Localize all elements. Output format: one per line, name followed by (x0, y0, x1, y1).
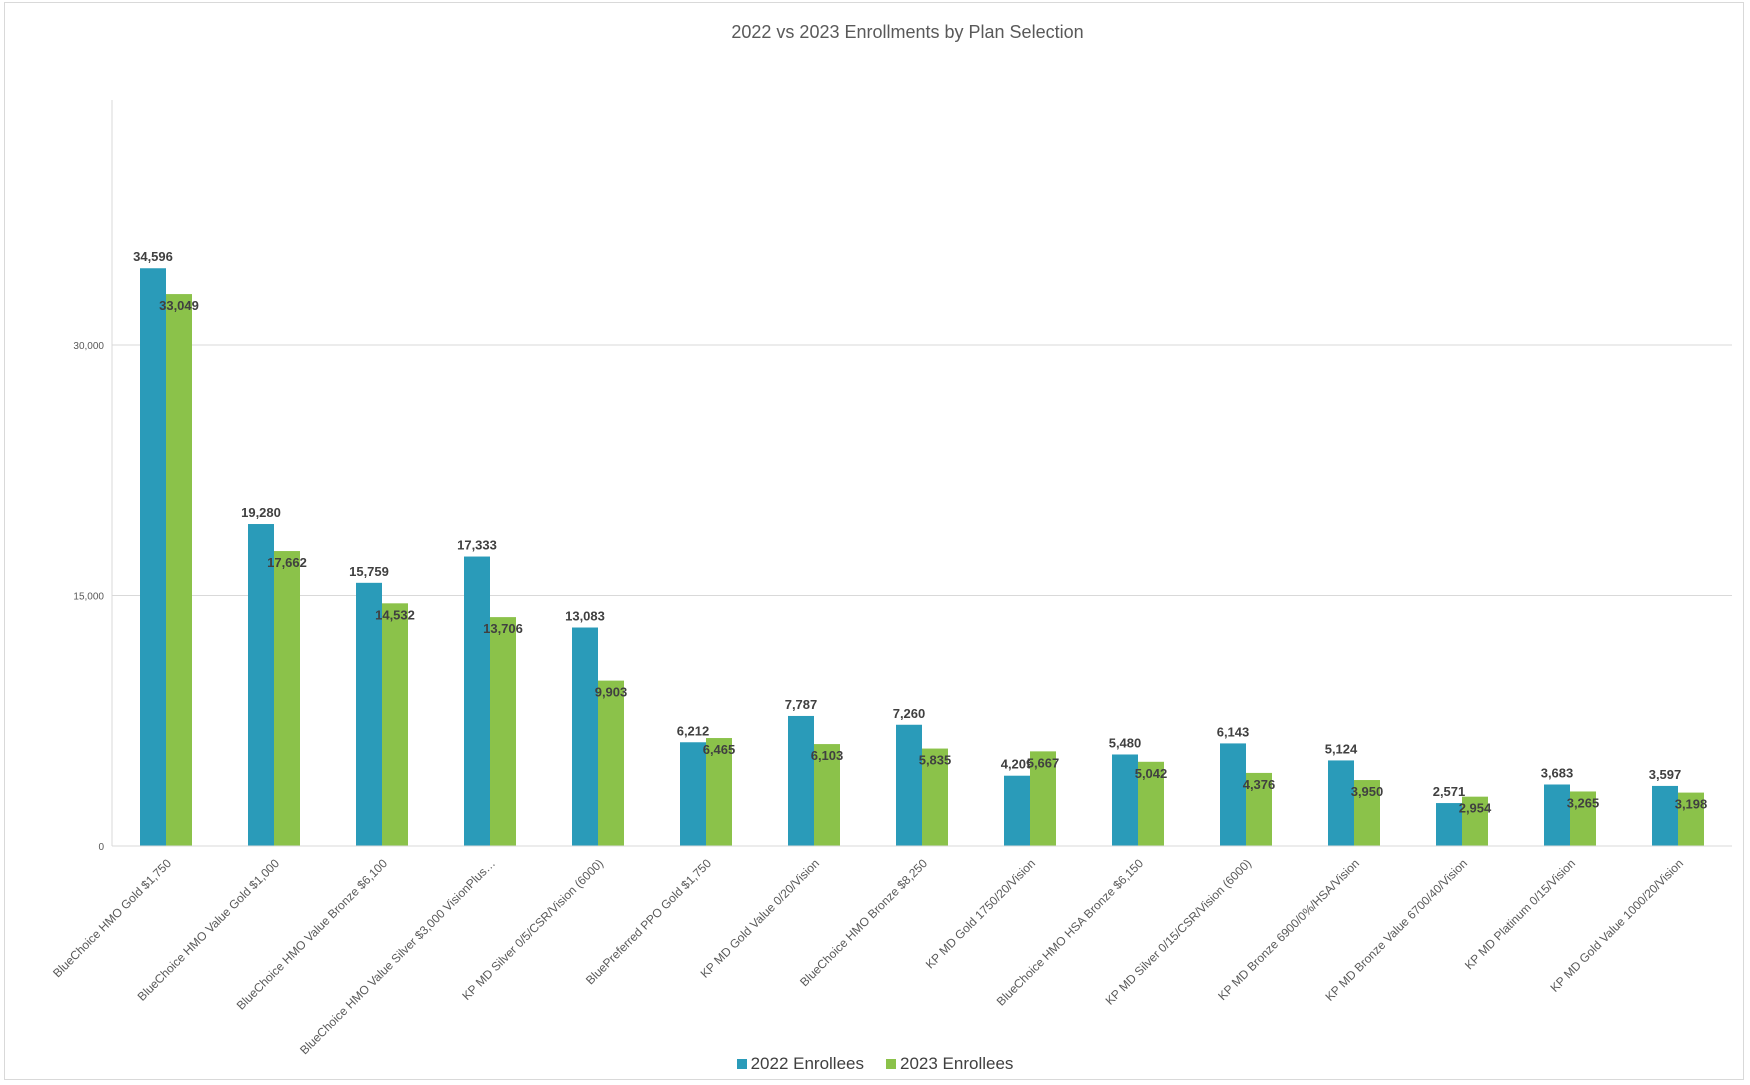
data-label-2022: 6,212 (677, 723, 710, 738)
bar-2022 (1544, 784, 1570, 846)
bar-2023 (1030, 751, 1056, 846)
data-label-2023: 3,950 (1351, 784, 1384, 799)
data-label-2022: 19,280 (241, 505, 281, 520)
x-tick-label: BlueChoice HMO Value Silver $3,000 Visio… (297, 856, 498, 1057)
bar-2022 (788, 715, 814, 846)
chart-title: 2022 vs 2023 Enrollments by Plan Selecti… (731, 22, 1084, 42)
data-label-2023: 5,835 (919, 753, 952, 768)
bar-2022 (1112, 754, 1138, 846)
x-tick-label: KP MD Gold Value 1000/20/Vision (1547, 856, 1686, 995)
bar-2023 (1678, 792, 1704, 846)
data-label-2022: 5,480 (1109, 735, 1142, 750)
data-label-2023: 3,265 (1567, 795, 1600, 810)
bar-2023 (274, 551, 300, 846)
x-tick-label: BlueChoice HMO Gold $1,750 (50, 856, 174, 980)
data-label-2023: 5,042 (1135, 766, 1168, 781)
bar-2023 (1570, 791, 1596, 846)
bar-2022 (1220, 743, 1246, 846)
data-label-2023: 13,706 (483, 621, 523, 636)
bar-2023 (382, 603, 408, 846)
legend-swatch-2022 (736, 1059, 747, 1069)
bar-2022 (1436, 803, 1462, 846)
bar-2022 (1328, 760, 1354, 846)
legend-swatch-2023 (886, 1059, 896, 1069)
data-label-2022: 3,683 (1541, 765, 1574, 780)
bar-2023 (166, 294, 192, 847)
x-tick-label: KP MD Platinum 0/15/Vision (1462, 856, 1578, 972)
y-tick-label: 30,000 (73, 341, 104, 352)
data-label-2022: 13,083 (565, 609, 605, 624)
data-label-2022: 17,333 (457, 538, 497, 553)
legend-label-2023: 2023 Enrollees (900, 1054, 1014, 1073)
bar-2022 (248, 524, 274, 846)
bar-2022 (140, 268, 166, 846)
bar-2023 (1138, 761, 1164, 846)
bar-2023 (1354, 780, 1380, 846)
data-label-2022: 7,787 (785, 697, 818, 712)
data-label-2023: 2,954 (1459, 801, 1492, 816)
data-label-2023: 14,532 (375, 607, 415, 622)
legend-item-2023: 2023 Enrollees (886, 1054, 1013, 1074)
legend-item-2022: 2022 Enrollees (736, 1054, 864, 1074)
data-label-2023: 6,465 (703, 742, 736, 757)
data-label-2022: 6,143 (1217, 724, 1250, 739)
y-tick-label: 0 (98, 842, 104, 853)
data-label-2023: 33,049 (159, 298, 199, 313)
data-label-2022: 15,759 (349, 564, 389, 579)
bar-2022 (1652, 785, 1678, 846)
x-tick-label: BluePreferred PPO Gold $1,750 (583, 856, 714, 987)
bar-2022 (1004, 775, 1030, 846)
data-label-2023: 5,667 (1027, 755, 1060, 770)
bar-2022 (680, 742, 706, 846)
data-label-2023: 6,103 (811, 748, 844, 763)
bar-2023 (1246, 772, 1272, 846)
bar-2022 (356, 582, 382, 846)
legend-label-2022: 2022 Enrollees (750, 1054, 864, 1073)
bar-2023 (814, 744, 840, 846)
x-tick-label: KP MD Gold Value 0/20/Vision (698, 856, 823, 981)
bar-2023 (1462, 796, 1488, 846)
data-label-2023: 3,198 (1675, 797, 1708, 812)
bar-2023 (490, 617, 516, 846)
bar-2023 (598, 680, 624, 846)
data-label-2023: 9,903 (595, 685, 628, 700)
data-label-2022: 7,260 (893, 706, 926, 721)
data-label-2022: 4,209 (1001, 757, 1034, 772)
bar-2022 (464, 556, 490, 846)
bar-2023 (706, 738, 732, 846)
bar-2022 (896, 724, 922, 846)
data-label-2023: 4,376 (1243, 777, 1276, 792)
data-label-2023: 17,662 (267, 555, 307, 570)
chart-frame (4, 2, 1744, 1080)
chart-legend: 2022 Enrollees 2023 Enrollees (0, 1054, 1750, 1074)
x-tick-label: KP MD Gold 1750/20/Vision (923, 856, 1038, 971)
bar-2023 (922, 748, 948, 846)
data-label-2022: 3,597 (1649, 767, 1682, 782)
data-label-2022: 5,124 (1325, 741, 1358, 756)
data-label-2022: 2,571 (1433, 784, 1466, 799)
data-label-2022: 34,596 (133, 249, 173, 264)
y-tick-label: 15,000 (73, 592, 104, 603)
x-tick-label: BlueChoice HMO Bronze $8,250 (797, 856, 930, 989)
bar-2022 (572, 627, 598, 846)
